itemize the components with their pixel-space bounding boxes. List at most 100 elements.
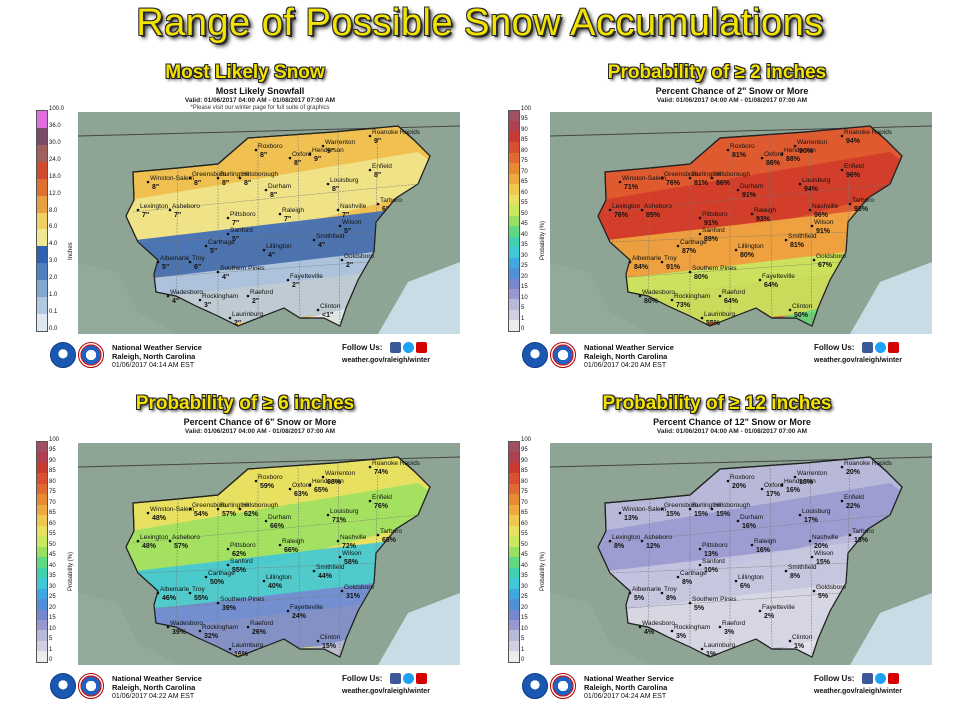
- facebook-icon[interactable]: [390, 673, 401, 684]
- city-marker: Southern Pines 5%: [688, 596, 737, 612]
- legend-swatch: [37, 452, 47, 463]
- city-name: Louisburg: [802, 177, 831, 184]
- city-marker: Pittsboro 13%: [698, 542, 728, 558]
- legend-tick: 75: [49, 489, 56, 496]
- youtube-icon[interactable]: [416, 342, 427, 353]
- legend-tick: 75: [521, 158, 528, 165]
- legend-tick: 10: [521, 625, 528, 632]
- city-value: 91%: [742, 192, 757, 199]
- city-value: 8": [260, 152, 267, 159]
- city-value: 66%: [284, 547, 299, 554]
- city-name: Pittsboro: [230, 542, 256, 549]
- legend-swatch: [37, 127, 47, 145]
- legend-swatch: [509, 442, 519, 453]
- city-value: 62%: [244, 511, 259, 518]
- facebook-icon[interactable]: [862, 673, 873, 684]
- city-name: Warrenton: [797, 139, 827, 146]
- city-value: 7": [174, 212, 181, 219]
- city-name: Warrenton: [797, 470, 827, 477]
- city-marker: Nashville 96%: [808, 203, 839, 219]
- twitter-icon[interactable]: [875, 673, 886, 684]
- legend-swatch: [509, 567, 519, 579]
- city-value: 93%: [854, 206, 869, 213]
- city-dot: [368, 499, 372, 503]
- legend-tick: 85: [521, 137, 528, 144]
- office-info: National Weather Service Raleigh, North C…: [584, 675, 674, 701]
- website-link[interactable]: weather.gov/raleigh/winter: [814, 688, 902, 695]
- city-marker: Pittsboro 7": [226, 211, 256, 227]
- city-name: Albemarle: [160, 255, 190, 262]
- city-dot: [848, 533, 852, 537]
- city-marker: Greensboro 54%: [188, 502, 227, 518]
- legend-swatch: [37, 640, 47, 652]
- city-dot: [316, 308, 320, 312]
- city-marker: Asheboro 7": [168, 203, 200, 219]
- city-marker: Lillington 4": [262, 243, 292, 259]
- website-link[interactable]: weather.gov/raleigh/winter: [342, 688, 430, 695]
- city-marker: Clinton 15%: [316, 634, 341, 650]
- youtube-icon[interactable]: [416, 673, 427, 684]
- city-value: 8": [332, 186, 339, 193]
- city-dot: [628, 260, 632, 264]
- legend-tick: 2.0: [49, 275, 58, 282]
- legend-swatch: [509, 236, 519, 248]
- city-dot: [246, 625, 250, 629]
- city-marker: Tarboro 93%: [848, 197, 874, 213]
- city-name: Asheboro: [644, 534, 672, 541]
- legend-tick: 80: [521, 147, 528, 154]
- city-dot: [812, 258, 816, 262]
- facebook-icon[interactable]: [862, 342, 873, 353]
- city-marker: Troy 6": [188, 255, 206, 271]
- city-dot: [812, 589, 816, 593]
- website-link[interactable]: weather.gov/raleigh/winter: [814, 357, 902, 364]
- city-value: 8": [152, 184, 159, 191]
- office-name: National Weather Service: [584, 674, 674, 683]
- county-line: [137, 562, 379, 574]
- city-name: Winston-Salem: [622, 175, 666, 182]
- legend-swatch: [509, 320, 519, 331]
- city-value: 22%: [846, 503, 861, 510]
- legend-swatch: [37, 483, 47, 495]
- city-dot: [368, 465, 372, 469]
- city-name: Winston-Salem: [622, 506, 666, 513]
- twitter-icon[interactable]: [403, 342, 414, 353]
- city-name: Pittsboro: [702, 542, 728, 549]
- city-dot: [848, 202, 852, 206]
- website-link[interactable]: weather.gov/raleigh/winter: [342, 357, 430, 364]
- city-marker: Asheboro 12%: [640, 534, 672, 550]
- county-line: [809, 131, 813, 326]
- legend-tick: 100: [521, 437, 532, 443]
- city-value: 5%: [694, 605, 705, 612]
- twitter-icon[interactable]: [403, 673, 414, 684]
- city-dot: [710, 176, 714, 180]
- city-marker: Louisburg 71%: [326, 508, 359, 524]
- city-value: 55%: [232, 567, 247, 574]
- map-subtitle: Percent Chance of 6" Snow or More: [183, 417, 337, 427]
- city-marker: Tarboro 65%: [376, 528, 402, 544]
- county-line: [647, 498, 651, 628]
- city-name: Henderson: [312, 147, 344, 154]
- legend-swatch: [37, 588, 47, 600]
- city-dot: [736, 188, 740, 192]
- city-value: 13%: [624, 515, 639, 522]
- city-value: 17%: [766, 491, 781, 498]
- city-marker: Roanoke Rapids 94%: [840, 129, 893, 145]
- follow-label: Follow Us:: [814, 343, 855, 352]
- city-marker: Roanoke Rapids 74%: [368, 460, 421, 476]
- city-value: 4%: [644, 629, 655, 636]
- legend-tick: 60: [521, 520, 528, 527]
- city-name: Wilson: [342, 550, 362, 557]
- city-dot: [321, 144, 325, 148]
- city-marker: Oxford 86%: [760, 151, 784, 167]
- city-name: Nashville: [812, 203, 839, 210]
- city-dot: [688, 601, 692, 605]
- city-value: 81%: [790, 242, 805, 249]
- youtube-icon[interactable]: [888, 342, 899, 353]
- twitter-icon[interactable]: [875, 342, 886, 353]
- facebook-icon[interactable]: [390, 342, 401, 353]
- youtube-icon[interactable]: [888, 673, 899, 684]
- city-name: Hillsborough: [242, 171, 279, 178]
- city-dot: [228, 647, 232, 651]
- city-value: 20%: [732, 483, 747, 490]
- county-line: [132, 514, 419, 544]
